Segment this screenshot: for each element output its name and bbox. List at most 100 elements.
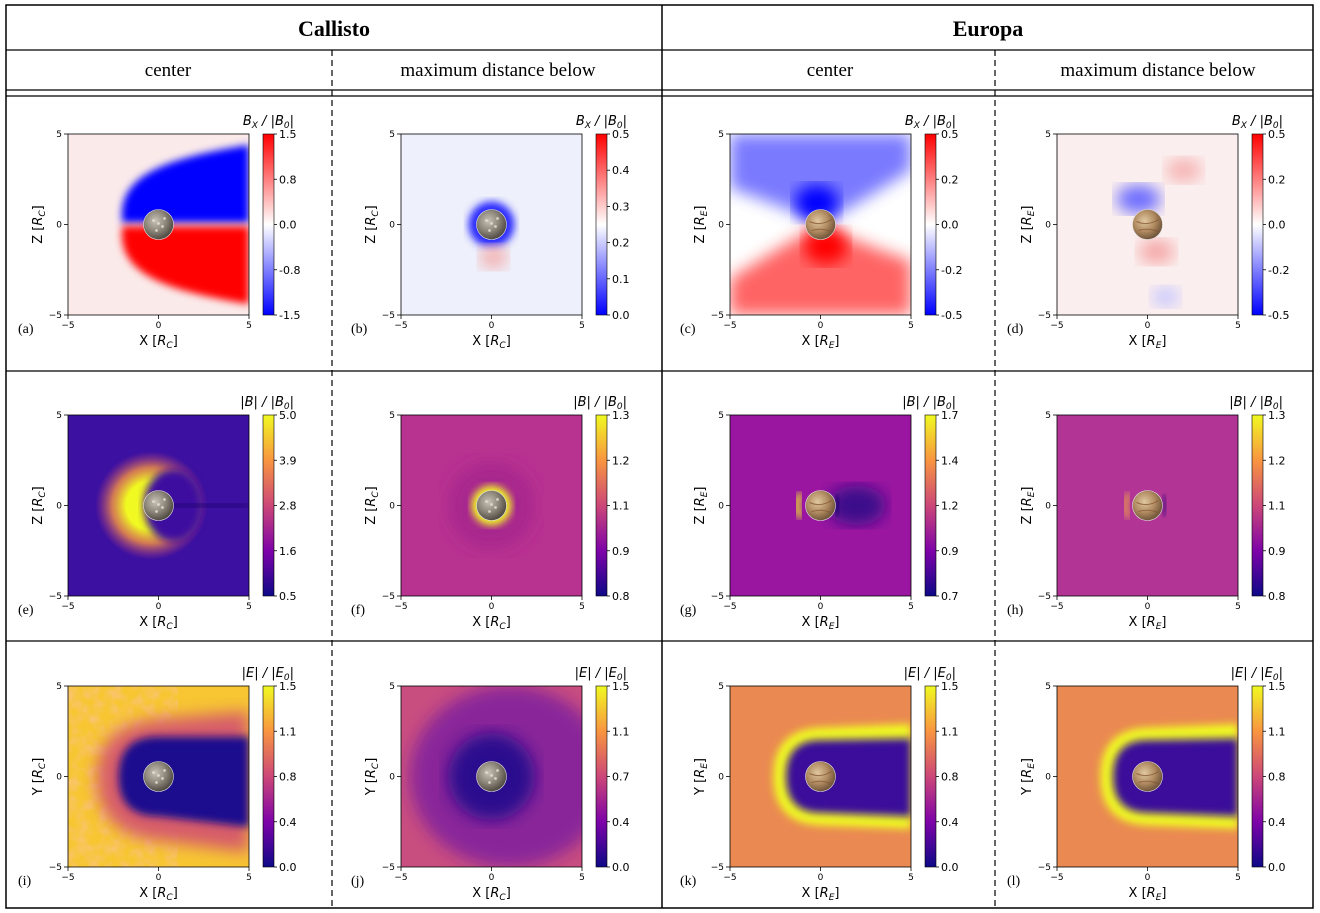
moon-lineae — [1136, 219, 1159, 225]
y-tick-label: 0 — [389, 221, 395, 231]
y-tick-label: −5 — [711, 311, 724, 321]
column-header-a: center — [145, 60, 192, 81]
colorbar-label: BX / |B0| — [576, 114, 627, 131]
y-tick-label: −5 — [49, 311, 62, 321]
x-tick-label: 5 — [1235, 602, 1241, 612]
y-tick-label: −5 — [1038, 592, 1051, 602]
moon-crater — [485, 219, 488, 222]
x-axis-label: X [RE] — [802, 615, 840, 632]
x-axis-label: X [RE] — [1129, 334, 1167, 351]
colorbar-tick-label: 0.7 — [612, 771, 630, 784]
y-tick-label: 5 — [718, 682, 724, 692]
y-tick-label: −5 — [382, 592, 395, 602]
table-frame — [5, 4, 1314, 909]
colorbar-tick-label: 0.8 — [1268, 771, 1286, 784]
x-tick-label: −5 — [394, 873, 407, 883]
colorbar-tick-label: 0.0 — [279, 861, 297, 874]
panel-a: −5 0 5 5 0 −5 X [RC] Z [RC] (a) 1.5 0.8 0.0 -0.8 -1.5… — [18, 114, 300, 351]
x-tick-label: −5 — [723, 873, 736, 883]
y-axis-label: Z [RC] — [364, 205, 381, 244]
y-tick-label: 5 — [389, 682, 395, 692]
y-tick-label: −5 — [49, 863, 62, 873]
y-tick-label: 5 — [389, 411, 395, 421]
colorbar — [595, 133, 608, 316]
colorbar — [262, 414, 275, 597]
y-axis-label: Z [RC] — [31, 486, 48, 525]
x-axis-label: X [RE] — [1129, 886, 1167, 903]
x-tick-label: 5 — [579, 321, 585, 331]
colorbar-tick-label: 0.4 — [612, 816, 630, 829]
colorbar — [924, 414, 937, 597]
y-tick-label: 0 — [389, 773, 395, 783]
heatmap-field — [730, 134, 911, 315]
panel-label: (e) — [18, 603, 34, 618]
moon-crater — [496, 217, 499, 220]
colorbar-label: |B| / |B0| — [573, 395, 627, 412]
panel-label: (g) — [680, 603, 697, 618]
colorbar-tick-label: 1.1 — [1268, 500, 1286, 513]
moon-lineae — [809, 771, 832, 777]
moon-crater — [496, 769, 499, 772]
colorbar-tick-label: 1.5 — [1268, 680, 1286, 693]
heatmap-field — [1057, 686, 1238, 867]
moon-lineae — [809, 219, 832, 225]
colorbar-tick-label: -1.5 — [279, 309, 300, 322]
moon-crater — [155, 781, 158, 784]
moon-crater — [163, 217, 166, 220]
y-tick-label: 0 — [389, 502, 395, 512]
panel-b: −5 0 5 5 0 −5 X [RC] Z [RC] (b) 0.5 0.4 0.3 0.2 0.1 0.… — [351, 114, 630, 351]
panel-label: (a) — [18, 322, 34, 337]
colorbar-tick-label: -0.2 — [941, 264, 962, 277]
colorbar-tick-label: 0.8 — [1268, 590, 1286, 603]
colorbar-tick-label: 0.8 — [279, 173, 297, 186]
y-tick-label: 5 — [1045, 411, 1051, 421]
colorbar — [924, 685, 937, 868]
y-tick-label: 0 — [56, 502, 62, 512]
colorbar-tick-label: 0.2 — [941, 173, 959, 186]
y-axis-label: Y [RC] — [364, 758, 381, 797]
colorbar-tick-label: 1.5 — [612, 680, 630, 693]
colorbar-tick-label: 1.3 — [1268, 409, 1286, 422]
colorbar-tick-label: 1.2 — [1268, 454, 1286, 467]
x-axis-label: X [RC] — [139, 334, 178, 351]
colorbar-tick-label: 0.8 — [612, 590, 630, 603]
colorbar-tick-label: 0.0 — [279, 219, 297, 232]
moon-crater — [163, 498, 166, 501]
colorbar-tick-label: 0.4 — [941, 816, 959, 829]
colorbar-tick-label: 5.0 — [279, 409, 297, 422]
x-tick-label: −5 — [61, 602, 74, 612]
moon-lineae — [811, 780, 831, 784]
colorbar-tick-label: 0.7 — [941, 590, 959, 603]
y-tick-label: 0 — [56, 221, 62, 231]
moon-lineae — [1138, 509, 1158, 513]
y-tick-label: 5 — [56, 130, 62, 140]
colorbar-tick-label: 0.0 — [941, 219, 959, 232]
y-axis-label: Z [RE] — [1020, 487, 1037, 525]
y-axis-label: Z [RC] — [364, 486, 381, 525]
colorbar-tick-label: 1.4 — [941, 454, 959, 467]
y-axis-label: Z [RE] — [693, 487, 710, 525]
x-tick-label: 5 — [1235, 873, 1241, 883]
moon-crater — [152, 219, 155, 222]
moon-crater — [488, 229, 491, 232]
panel-e: −5 0 5 5 0 −5 X [RC] Z [RC] (e) 5.0 3.9 2.8 1.6 0.5 |B… — [18, 395, 297, 632]
colorbar-tick-label: 0.4 — [612, 164, 630, 177]
x-axis-label: X [RE] — [802, 334, 840, 351]
moon-disk — [1132, 490, 1163, 521]
panel-g: −5 0 5 5 0 −5 X [RE] Z [RE] (g) 1.7 1.4 1.2 0.9 0.7 |B… — [680, 395, 959, 632]
column-header-b: maximum distance below — [400, 60, 596, 81]
x-tick-label: 0 — [156, 873, 162, 883]
colorbar-label: |E| / |E0| — [1231, 666, 1283, 683]
y-tick-label: 0 — [718, 221, 724, 231]
moon-crater — [488, 781, 491, 784]
moon-disk — [805, 490, 836, 521]
colorbar — [262, 685, 275, 868]
moon-lineae — [811, 228, 831, 232]
y-tick-label: 5 — [389, 130, 395, 140]
colorbar-label: |B| / |B0| — [902, 395, 956, 412]
colorbar-tick-label: 0.3 — [612, 200, 630, 213]
panel-label: (b) — [351, 322, 368, 337]
colorbar-tick-label: 0.5 — [1268, 128, 1286, 141]
colorbar-tick-label: 0.9 — [941, 545, 959, 558]
x-tick-label: −5 — [1050, 602, 1063, 612]
